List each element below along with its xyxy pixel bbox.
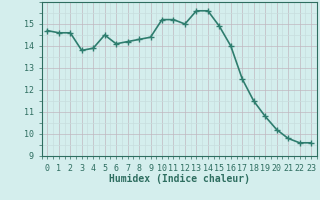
X-axis label: Humidex (Indice chaleur): Humidex (Indice chaleur) xyxy=(109,174,250,184)
